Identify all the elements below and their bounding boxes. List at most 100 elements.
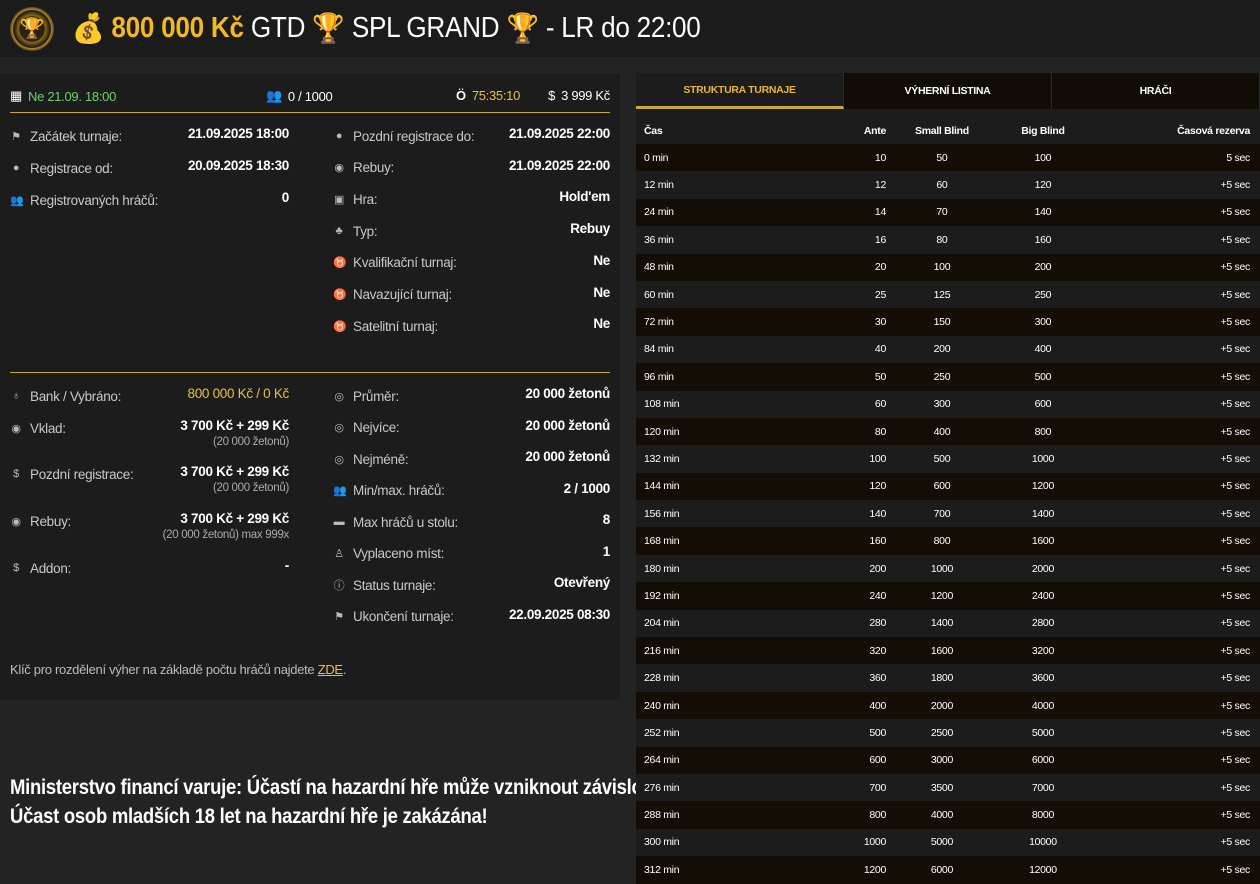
table-cell: +5 sec [1087,445,1260,473]
table-cell: 72 min [636,308,756,336]
info-subvalue: (20 000 žetonů) [212,436,289,448]
info-value: 3 700 Kč + 299 Kč [180,511,289,526]
column-header: Čas [644,124,663,137]
table-cell: +5 sec [1087,664,1260,692]
table-cell: 60 min [636,280,756,309]
trophy-icon: 🏆 [312,12,345,45]
tab-players[interactable]: HRÁČI [1052,73,1260,109]
table-row: 180 min 200 1000 2000 +5 sec [636,554,1260,583]
table-cell: 5 sec [1087,144,1260,172]
info-row: ◎ Průměr: 20 000 žetonů [333,386,610,406]
table-cell: 1600 [997,527,1088,555]
table-cell: 400 [756,691,886,720]
tournament-title: 💰 800 000 Kč GTD 🏆 SPL GRAND 🏆 - LR do 2… [72,12,701,46]
info-label: ▣ Hra: [333,191,378,207]
info-label: ◉ Rebuy: [10,514,71,529]
blind-structure-table: Čas Ante Small Blind Big Blind Časová rezerv… [636,109,1260,884]
column-header: Ante [863,124,886,137]
coins-icon: ◉ [11,422,21,435]
table-cell: 1200 [886,582,998,610]
table-cell: 600 [756,746,886,774]
table-cell: 3000 [886,746,998,774]
table-cell: 1400 [886,609,998,638]
payout-key-note: Klíč pro rozdělení výher na základě počt… [10,662,346,677]
divider [10,372,610,373]
info-label: ♁ Bank / Vybráno: [10,389,121,404]
table-cell: +5 sec [1087,582,1260,610]
table-cell: +5 sec [1087,171,1260,199]
tab-structure[interactable]: STRUKTURA TURNAJE [636,73,844,109]
label-text: Hra: [353,191,378,207]
table-row: 216 min 320 1600 3200 +5 sec [636,637,1260,665]
table-cell: 2000 [997,554,1088,583]
tournament-name: SPL GRAND [351,12,500,44]
payout-key-link[interactable]: ZDE [317,662,343,677]
table-cell: 132 min [636,445,756,473]
info-row: ▣ Hra: Hold'em [333,189,610,209]
table-cell: 20 [756,253,886,281]
table-cell: +5 sec [1087,828,1260,857]
table-cell: 4000 [997,691,1088,720]
table-cell: 12000 [997,856,1088,884]
table-row: 120 min 80 400 800 +5 sec [636,417,1260,446]
table-cell: 240 min [636,691,756,720]
info-label: ♣ Typ: [333,224,378,239]
table-row: 12 min 12 60 120 +5 sec [636,171,1260,199]
table-cell: 2800 [997,609,1088,638]
table-row: 108 min 60 300 600 +5 sec [636,390,1260,418]
table-cell: 10000 [997,828,1088,857]
flag-icon: ⚑ [11,130,21,143]
table-cell: 8000 [997,801,1088,829]
table-cell: 288 min [636,801,756,829]
info-value: 21.09.2025 18:00 [187,126,289,141]
info-label: ◎ Průměr: [333,389,399,404]
table-cell: +5 sec [1087,801,1260,829]
table-cell: 120 [997,171,1088,199]
table-cell: 300 [997,308,1088,336]
info-row: 👥 Registrovaných hráčů: 0 [10,190,289,210]
table-row: 228 min 360 1800 3600 +5 sec [636,664,1260,692]
table-cell: 50 [756,363,886,391]
table-cell: 140 [997,198,1088,227]
table-cell: 1000 [886,554,998,583]
table-cell: 1800 [886,664,998,692]
table-cell: 160 [756,527,886,555]
info-value: 800 000 Kč / 0 Kč [187,386,290,401]
info-subvalue: (20 000 žetonů) max 999x [162,529,290,541]
label-text: Rebuy: [353,160,394,176]
medal-icon: ♉ [333,320,347,333]
info-value: 21.09.2025 22:00 [508,157,610,173]
table-cell: 96 min [636,363,756,391]
table-cell: 252 min [636,719,756,747]
table-row: 84 min 40 200 400 +5 sec [636,335,1260,364]
table-row: 264 min 600 3000 6000 +5 sec [636,746,1260,774]
user-icon: ● [12,162,20,174]
dollar-icon: $ [13,468,19,480]
column-header: Small Blind [914,124,969,137]
info-label: 👥 Registrovaných hráčů: [10,193,158,208]
table-cell: 16 [756,226,886,254]
table-cell: 276 min [636,773,756,802]
table-cell: 1000 [756,828,886,857]
table-row: 156 min 140 700 1400 +5 sec [636,500,1260,528]
info-value: 21.09.2025 22:00 [508,126,610,141]
table-row: 96 min 50 250 500 +5 sec [636,363,1260,391]
table-cell: 144 min [636,472,756,501]
info-value: Hold'em [559,189,610,205]
label-text: Min/max. hráčů: [353,483,445,498]
table-cell: 150 [886,308,998,336]
trophy-icon: 🏆 [506,12,539,45]
users-icon: 👥 [333,485,347,497]
table-cell: +5 sec [1087,691,1260,720]
table-cell: 14 [756,198,886,227]
users-icon: 👥 [266,88,282,103]
title-suffix: - LR do 22:00 [545,12,701,44]
info-value: 20 000 žetonů [525,449,610,464]
table-cell: 300 [886,390,998,418]
label-text: Navazující turnaj: [353,287,452,302]
tab-prize-list[interactable]: VÝHERNÍ LISTINA [844,73,1052,109]
table-row: 240 min 400 2000 4000 +5 sec [636,691,1260,720]
table-cell: 25 [756,280,886,309]
tab-bar: STRUKTURA TURNAJE VÝHERNÍ LISTINA HRÁČI [636,73,1260,109]
info-value: 3 700 Kč + 299 Kč [180,464,289,479]
